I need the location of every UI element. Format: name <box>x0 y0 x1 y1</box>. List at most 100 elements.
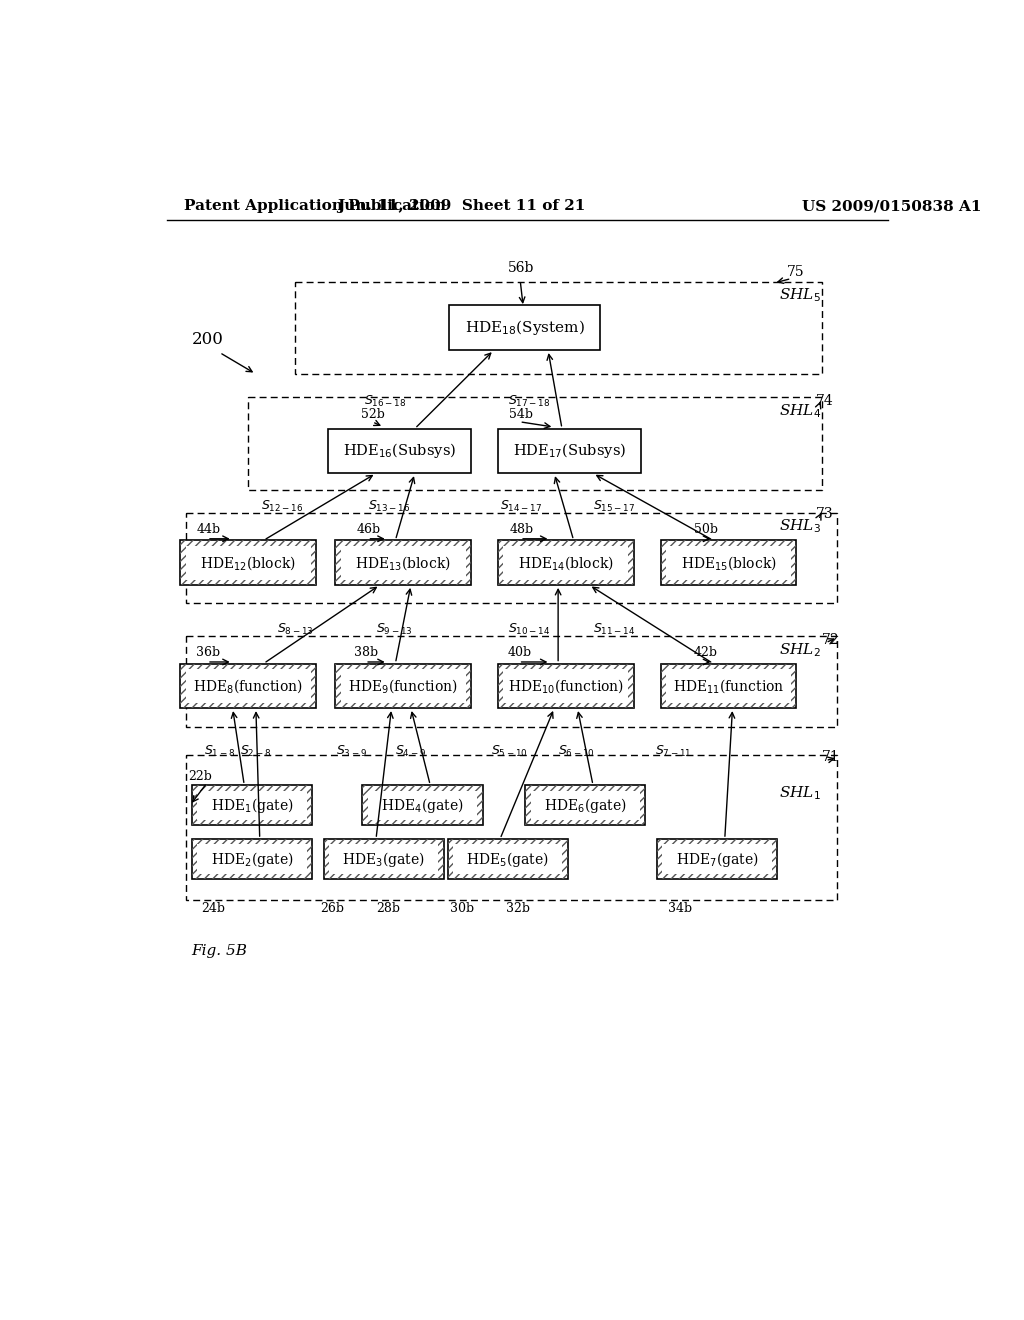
Text: 24b: 24b <box>202 902 225 915</box>
Bar <box>504 669 629 702</box>
Text: 56b: 56b <box>508 261 535 275</box>
Text: HDE$_2$(gate): HDE$_2$(gate) <box>211 850 293 869</box>
Bar <box>530 791 640 820</box>
Bar <box>341 545 466 579</box>
Text: 38b: 38b <box>354 647 379 659</box>
Bar <box>525 785 645 825</box>
Text: Jun. 11, 2009  Sheet 11 of 21: Jun. 11, 2009 Sheet 11 of 21 <box>337 199 586 213</box>
Text: 200: 200 <box>191 331 223 348</box>
Bar <box>186 512 838 603</box>
Text: 30b: 30b <box>450 902 474 915</box>
Text: HDE$_6$(gate): HDE$_6$(gate) <box>544 796 627 814</box>
Bar <box>450 305 600 350</box>
Text: HDE$_1$(gate): HDE$_1$(gate) <box>211 796 293 814</box>
Bar <box>180 664 316 708</box>
Text: HDE$_{16}$(Subsys): HDE$_{16}$(Subsys) <box>343 441 456 461</box>
Text: 71: 71 <box>821 751 840 764</box>
Text: $S_{2-8}$: $S_{2-8}$ <box>241 743 271 759</box>
Text: HDE$_{10}$(function): HDE$_{10}$(function) <box>508 677 624 694</box>
Text: 72: 72 <box>821 632 840 647</box>
Bar <box>525 785 645 825</box>
Text: HDE$_{13}$(block): HDE$_{13}$(block) <box>355 554 451 572</box>
Bar <box>324 840 443 879</box>
Text: HDE$_8$(function): HDE$_8$(function) <box>194 677 303 694</box>
Text: 52b: 52b <box>360 408 384 421</box>
Bar <box>329 845 438 874</box>
Text: US 2009/0150838 A1: US 2009/0150838 A1 <box>802 199 982 213</box>
Text: 50b: 50b <box>693 523 718 536</box>
Text: Patent Application Publication: Patent Application Publication <box>183 199 445 213</box>
Text: HDE$_9$(function): HDE$_9$(function) <box>348 677 458 694</box>
Bar <box>191 840 312 879</box>
Bar <box>248 397 821 490</box>
Bar <box>657 840 777 879</box>
Bar <box>191 840 312 879</box>
Bar <box>660 540 797 585</box>
Bar <box>498 664 634 708</box>
Bar <box>447 840 568 879</box>
Text: $S_{7-11}$: $S_{7-11}$ <box>655 743 691 759</box>
Text: $S_{16-18}$: $S_{16-18}$ <box>365 393 407 408</box>
Text: 34b: 34b <box>669 902 692 915</box>
Bar <box>341 669 466 702</box>
Bar <box>663 845 772 874</box>
Bar <box>185 545 310 579</box>
Text: HDE$_{15}$(block): HDE$_{15}$(block) <box>681 554 776 572</box>
Bar <box>335 664 471 708</box>
Bar <box>498 540 634 585</box>
Text: HDE$_{11}$(function: HDE$_{11}$(function <box>673 677 784 694</box>
Text: HDE$_7$(gate): HDE$_7$(gate) <box>676 850 759 869</box>
Text: 74: 74 <box>815 393 834 408</box>
Text: 40b: 40b <box>508 647 531 659</box>
Text: $S_{11-14}$: $S_{11-14}$ <box>593 622 635 638</box>
Text: $S_{10-14}$: $S_{10-14}$ <box>508 622 550 638</box>
Text: SHL$_2$: SHL$_2$ <box>779 640 820 659</box>
Text: Fig. 5B: Fig. 5B <box>191 945 248 958</box>
Bar <box>324 840 443 879</box>
Text: 28b: 28b <box>376 902 400 915</box>
Text: SHL$_1$: SHL$_1$ <box>779 785 821 803</box>
Text: HDE$_4$(gate): HDE$_4$(gate) <box>381 796 464 814</box>
Bar <box>657 840 777 879</box>
Bar <box>335 540 471 585</box>
Bar <box>447 840 568 879</box>
Bar <box>191 785 312 825</box>
Text: $S_{9-13}$: $S_{9-13}$ <box>376 622 413 638</box>
Bar <box>498 664 634 708</box>
Text: 48b: 48b <box>509 523 534 536</box>
Bar <box>667 669 791 702</box>
Text: 46b: 46b <box>356 523 381 536</box>
Bar <box>180 540 316 585</box>
Text: 75: 75 <box>786 265 805 280</box>
Text: HDE$_3$(gate): HDE$_3$(gate) <box>342 850 425 869</box>
Text: $S_{13-16}$: $S_{13-16}$ <box>369 499 411 513</box>
Bar <box>362 785 482 825</box>
Text: $S_{15-17}$: $S_{15-17}$ <box>593 499 635 513</box>
Text: SHL$_3$: SHL$_3$ <box>779 517 821 536</box>
Text: $S_{12-16}$: $S_{12-16}$ <box>261 499 304 513</box>
Text: $S_{14-17}$: $S_{14-17}$ <box>500 499 543 513</box>
Bar <box>198 791 306 820</box>
Bar <box>504 545 629 579</box>
Text: $S_{17-18}$: $S_{17-18}$ <box>508 393 550 408</box>
Bar <box>335 664 471 708</box>
Text: HDE$_{17}$(Subsys): HDE$_{17}$(Subsys) <box>513 441 627 461</box>
Text: 73: 73 <box>815 507 834 521</box>
Text: HDE$_{18}$(System): HDE$_{18}$(System) <box>465 318 585 338</box>
Bar <box>362 785 482 825</box>
Text: $S_{5-10}$: $S_{5-10}$ <box>490 743 527 759</box>
Text: SHL$_4$: SHL$_4$ <box>779 403 821 420</box>
Text: 32b: 32b <box>506 902 530 915</box>
Bar <box>186 636 838 726</box>
Bar <box>328 429 471 474</box>
Bar <box>498 540 634 585</box>
Text: $S_{3-9}$: $S_{3-9}$ <box>336 743 367 759</box>
Bar <box>335 540 471 585</box>
Bar <box>660 664 797 708</box>
Bar <box>295 281 821 374</box>
Text: HDE$_{14}$(block): HDE$_{14}$(block) <box>518 554 613 572</box>
Text: 54b: 54b <box>509 408 534 421</box>
Text: $S_{4-9}$: $S_{4-9}$ <box>395 743 426 759</box>
Bar <box>180 664 316 708</box>
Bar <box>368 791 477 820</box>
